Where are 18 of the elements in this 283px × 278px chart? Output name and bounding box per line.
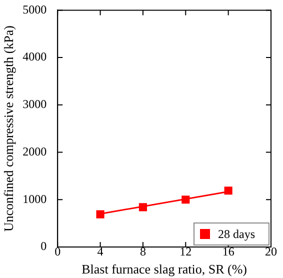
legend-label: 28 days [218,227,256,242]
point [138,203,147,212]
point [224,186,232,195]
point [182,196,190,204]
point [96,210,104,218]
x-axis-title: Blast furnace slag ratio, SR (%) [82,262,247,277]
x-tick-label: 12 [180,244,192,258]
y-axis-title: Unconfined compressive strength (kPa) [1,26,16,232]
x-tick-label: 8 [140,244,146,258]
y-tick-label: 5000 [22,2,47,16]
x-tick-label: 4 [97,244,104,258]
y-tick-label: 1000 [22,192,47,206]
y-tick-label: 3000 [22,97,47,112]
y-tick-label: 4000 [22,50,47,64]
x-tick-label: 0 [54,244,61,258]
x-tick-label: 20 [265,244,277,258]
y-tick-label: 2000 [22,144,47,158]
x-tick-label: 16 [222,244,234,258]
